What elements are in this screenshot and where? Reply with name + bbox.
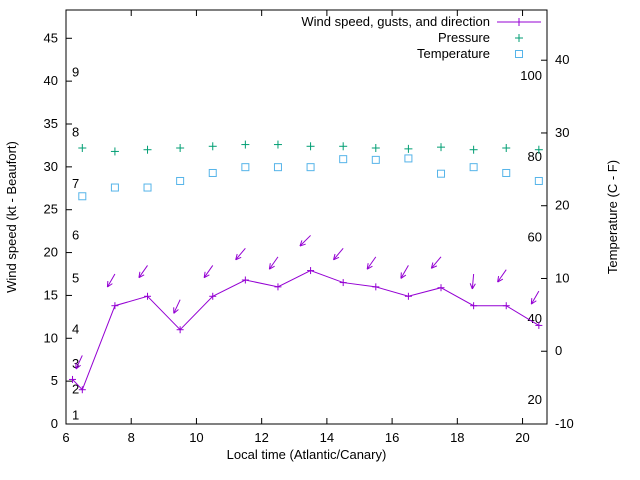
y-right-tick-label: 20: [555, 198, 569, 213]
fahrenheit-label: 60: [528, 230, 542, 245]
y-right-axis-title: Temperature (C - F): [605, 160, 620, 274]
y-right-tick-label: 30: [555, 125, 569, 140]
y-left-tick-label: 15: [44, 287, 58, 302]
y-right-tick-label: -10: [555, 416, 574, 431]
fahrenheit-label: 100: [520, 68, 542, 83]
x-tick-label: 12: [254, 430, 268, 445]
plot-border: [65, 9, 548, 425]
legend-label-pressure: Pressure: [438, 30, 490, 45]
y-left-tick-label: 0: [51, 416, 58, 431]
wind-speed-series: [69, 267, 543, 394]
y-right-tick-label: 0: [555, 343, 562, 358]
beaufort-label: 6: [72, 227, 79, 242]
fahrenheit-label: 40: [528, 311, 542, 326]
x-tick-label: 6: [62, 430, 69, 445]
beaufort-label: 4: [72, 322, 79, 337]
axis-titles: Local time (Atlantic/Canary) Wind speed (…: [4, 141, 620, 462]
y-left-tick-label: 20: [44, 245, 58, 260]
fahrenheit-label: 20: [528, 392, 542, 407]
x-axis-title: Local time (Atlantic/Canary): [227, 447, 387, 462]
x-tick-label: 20: [515, 430, 529, 445]
y-right-tick-label: 40: [555, 52, 569, 67]
x-tick-label: 14: [320, 430, 334, 445]
legend: Wind speed, gusts, and directionPressure…: [301, 14, 541, 61]
y-left-tick-label: 30: [44, 159, 58, 174]
pressure-series: [78, 140, 543, 156]
legend-label-wind: Wind speed, gusts, and direction: [301, 14, 490, 29]
x-tick-label: 10: [189, 430, 203, 445]
temperature-series: [78, 154, 543, 201]
fahrenheit-label: 80: [528, 149, 542, 164]
beaufort-label: 1: [72, 407, 79, 422]
x-tick-label: 8: [128, 430, 135, 445]
y-left-tick-label: 35: [44, 116, 58, 131]
beaufort-label: 9: [72, 65, 79, 80]
inner-scale-labels: 12345678920406080100: [72, 65, 542, 423]
x-tick-label: 18: [450, 430, 464, 445]
y-left-tick-label: 40: [44, 73, 58, 88]
wind-gust-arrows: [75, 235, 540, 370]
y-left-axis-title: Wind speed (kt - Beaufort): [4, 141, 19, 293]
y-left-tick-label: 25: [44, 202, 58, 217]
legend-label-temperature: Temperature: [417, 46, 490, 61]
beaufort-label: 8: [72, 125, 79, 140]
beaufort-label: 2: [72, 382, 79, 397]
y-left-tick-label: 45: [44, 30, 58, 45]
beaufort-label: 5: [72, 270, 79, 285]
beaufort-label: 7: [72, 176, 79, 191]
y-right-tick-label: 10: [555, 270, 569, 285]
y-left-tick-label: 10: [44, 330, 58, 345]
x-tick-label: 16: [385, 430, 399, 445]
axes: 6 8 10 12 14 16 18 20051015202530354045-1001020…: [44, 10, 574, 445]
y-left-tick-label: 5: [51, 373, 58, 388]
